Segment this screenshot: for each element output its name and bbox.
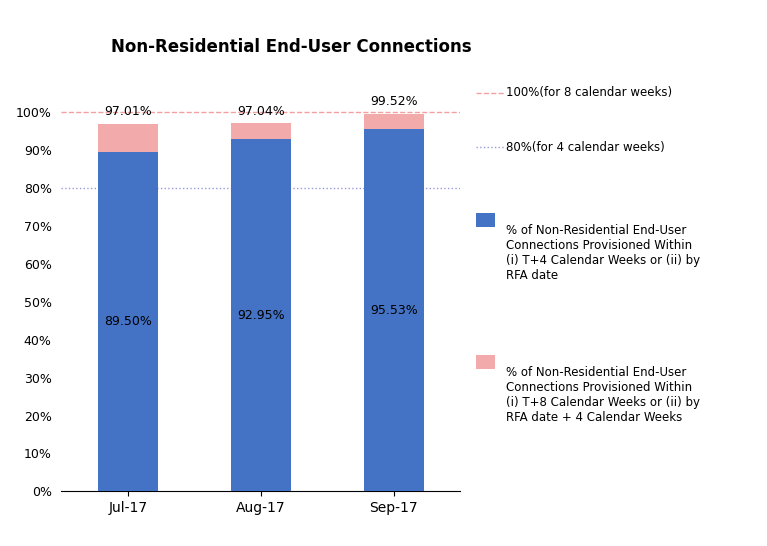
Text: Non-Residential End-User Connections: Non-Residential End-User Connections <box>111 38 472 56</box>
Text: 89.50%: 89.50% <box>104 315 152 328</box>
Text: 80%(for 4 calendar weeks): 80%(for 4 calendar weeks) <box>506 141 665 154</box>
Text: 92.95%: 92.95% <box>237 308 285 322</box>
Bar <box>98 123 158 152</box>
Text: 99.52%: 99.52% <box>370 96 417 108</box>
Bar <box>231 123 291 139</box>
Bar <box>98 152 158 491</box>
Bar <box>364 129 423 491</box>
Text: % of Non-Residential End-User
Connections Provisioned Within
(i) T+8 Calendar We: % of Non-Residential End-User Connection… <box>506 366 700 424</box>
Bar <box>364 114 423 129</box>
Text: 100%(for 8 calendar weeks): 100%(for 8 calendar weeks) <box>506 86 673 99</box>
Text: 97.04%: 97.04% <box>237 105 285 118</box>
Text: % of Non-Residential End-User
Connections Provisioned Within
(i) T+4 Calendar We: % of Non-Residential End-User Connection… <box>506 224 700 282</box>
Bar <box>231 139 291 491</box>
Text: 95.53%: 95.53% <box>370 304 417 317</box>
Text: 97.01%: 97.01% <box>104 105 152 118</box>
